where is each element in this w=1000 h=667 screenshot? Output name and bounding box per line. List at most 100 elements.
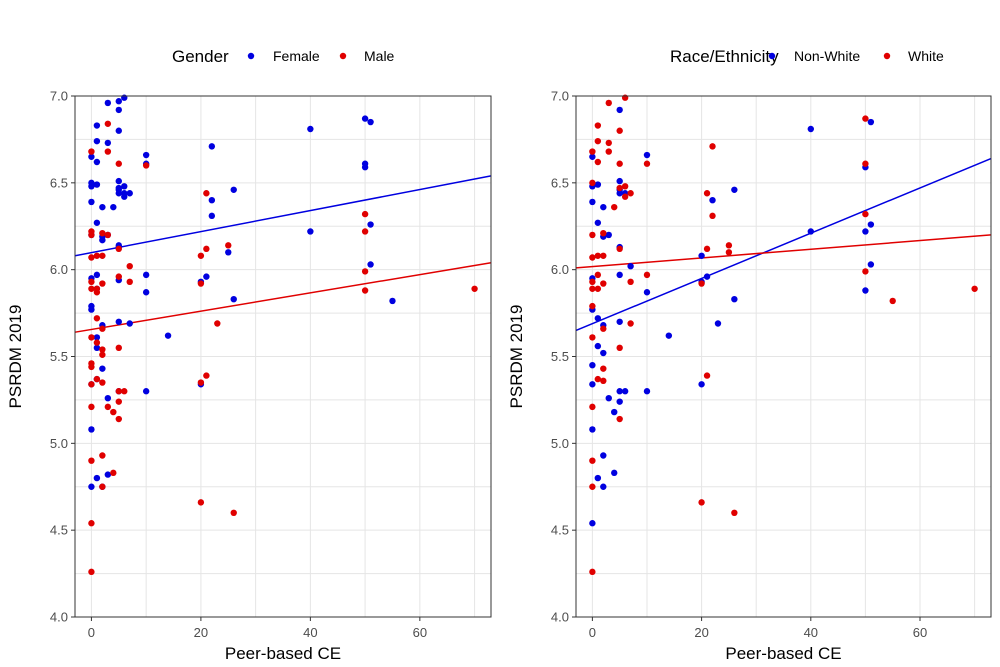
gender-point-male [88,457,95,464]
race-point-white [725,249,733,256]
gender-point-male [99,351,106,358]
race-legend-title: Race/Ethnicity [670,47,779,66]
race-point-non-white [714,320,722,327]
gender-point-female [230,186,237,193]
race-point-white [600,280,607,287]
race-point-white [643,271,651,279]
gender-y-tick-label: 5.0 [50,436,68,451]
gender-point-female [225,249,232,256]
race-point-white [594,375,602,383]
race-point-white [616,184,623,192]
gender-point-female [361,164,369,171]
race-point-white [589,302,596,310]
gender-point-female [121,183,128,190]
race-point-non-white [594,181,602,188]
gender-point-female [93,137,101,145]
gender-point-male [88,254,95,261]
race-y-tick-label: 6.0 [551,262,569,277]
race-point-non-white [589,361,596,369]
race-fit-line-white [575,234,992,269]
gender-point-female [99,203,106,211]
gender-point-female [121,193,128,200]
gender-y-tick-label: 7.0 [50,89,68,104]
race-point-white [594,122,602,129]
gender-point-male [99,379,106,386]
gender-point-male [361,287,369,294]
race-point-white [605,148,612,155]
race-point-non-white [807,125,815,133]
race-point-non-white [807,228,815,235]
race-panel-x-axis-title: Peer-based CE [725,644,841,663]
race-point-non-white [600,349,607,357]
gender-y-tick-label: 6.0 [50,262,68,277]
race-point-white [600,252,607,259]
gender-point-female [367,118,374,126]
race-point-non-white [594,342,602,350]
race-point-white [627,190,634,197]
gender-point-female [208,143,216,150]
race-point-non-white [589,198,596,206]
gender-point-male [214,320,221,327]
race-legend: Race/Ethnicity Non-White White [670,47,944,66]
gender-point-male [88,148,95,155]
gender-point-male [88,278,95,286]
race-point-white [643,160,651,167]
gender-point-female [126,190,133,197]
gender-point-female [93,122,101,129]
race-point-white [627,320,634,327]
gender-point-male [93,252,101,259]
gender-point-female [115,190,122,197]
gender-x-tick-label: 0 [88,625,95,640]
race-point-white [589,148,596,155]
race-point-non-white [589,153,596,160]
gender-point-male [361,228,369,235]
race-point-white [589,403,596,411]
race-point-white [589,285,596,292]
gender-point-male [93,339,101,346]
gender-x-tick-label: 40 [303,625,317,640]
gender-legend-key-male [339,52,347,60]
gender-point-male [88,381,95,388]
race-legend-label-non-white: Non-White [794,48,860,64]
race-point-non-white [621,388,629,395]
gender-point-female [307,228,314,235]
gender-panel-x-axis-title: Peer-based CE [225,644,341,663]
race-point-non-white [600,203,607,211]
gender-fit-line-female [74,175,492,257]
gender-point-male [197,499,205,506]
gender-point-male [110,408,117,416]
race-point-white [594,137,602,145]
race-point-non-white [616,318,623,325]
gender-point-female [115,127,122,134]
gender-point-male [203,190,210,197]
race-point-white [616,127,623,134]
gender-point-female [99,365,106,372]
gender-point-female [361,115,369,122]
gender-point-male [115,398,122,405]
gender-point-female [88,153,95,160]
gender-point-male [197,379,205,386]
gender-point-male [471,285,478,292]
race-point-white [862,115,869,122]
race-point-white [600,377,607,385]
race-panel-y-axis-title: PSRDM 2019 [507,305,526,409]
race-point-non-white [616,398,623,405]
gender-point-male [99,483,106,490]
gender-point-male [115,273,122,280]
gender-point-male [115,245,122,253]
race-point-non-white [616,106,623,114]
gender-legend-title: Gender [172,47,229,66]
race-point-non-white [616,190,623,197]
gender-point-male [88,363,95,371]
gender-point-male [126,262,133,270]
race-point-non-white [594,474,602,482]
race-point-non-white [862,228,869,235]
race-y-tick-label: 4.5 [551,523,569,538]
gender-point-female [93,219,101,226]
race-point-white [709,143,716,150]
race-point-non-white [627,262,634,270]
gender-point-male [104,148,112,155]
gender-point-female [208,212,216,220]
gender-point-male [99,346,106,353]
